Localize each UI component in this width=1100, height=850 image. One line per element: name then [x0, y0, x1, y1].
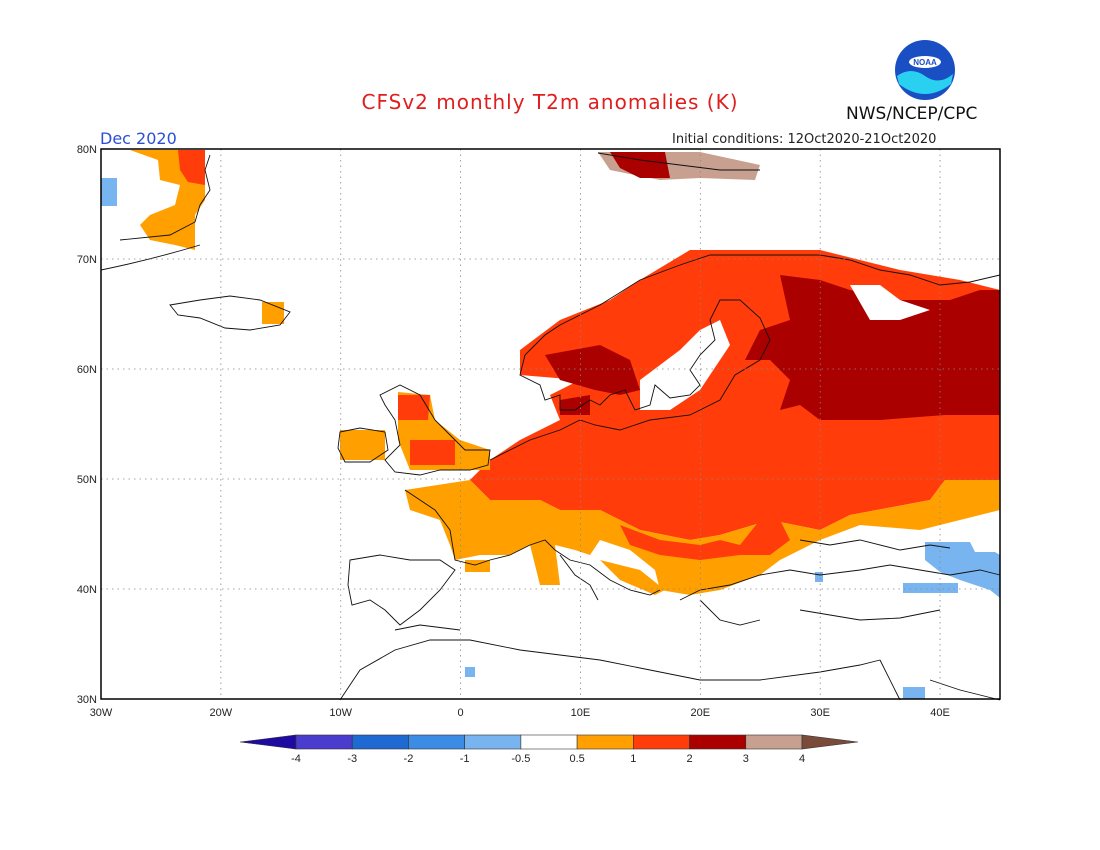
forecast-month-label: Dec 2020 [100, 129, 177, 148]
colorbar-tick-label: 4 [799, 753, 805, 765]
colorbar-tick-label: -1 [460, 753, 470, 765]
noaa-logo-icon: NOAA [895, 40, 955, 100]
longitude-labels: 30W 20W 10W 0 10E 20E 30E 40E [90, 707, 950, 719]
noaa-logo-text: NOAA [913, 58, 937, 67]
colorbar-labels: -4 -3 -2 -1 -0.5 0.5 1 2 3 4 [291, 753, 805, 765]
colorbar-tick-label: -3 [347, 753, 357, 765]
lat-tick-label: 50N [77, 474, 97, 486]
lat-tick-label: 80N [77, 144, 97, 156]
lon-tick-label: 20W [210, 707, 233, 719]
colorbar-segment [295, 734, 353, 750]
initial-conditions-label: Initial conditions: 12Oct2020-21Oct2020 [672, 132, 937, 147]
colorbar-tick-label: -0.5 [511, 753, 530, 765]
map-title: CFSv2 monthly T2m anomalies (K) [361, 90, 739, 114]
lat-tick-label: 60N [77, 364, 97, 376]
colorbar [239, 734, 859, 750]
lon-tick-label: 0 [458, 707, 464, 719]
agency-label: NWS/NCEP/CPC [846, 104, 978, 124]
lon-tick-label: 40E [930, 707, 950, 719]
colorbar-tick-label: 0.5 [569, 753, 584, 765]
colorbar-tick-label: 1 [630, 753, 636, 765]
graticule [101, 149, 1000, 699]
lat-tick-label: 40N [77, 584, 97, 596]
colorbar-segment [408, 734, 465, 750]
anomaly-fill-layer [101, 150, 1000, 699]
lon-tick-label: 20E [691, 707, 711, 719]
lon-tick-label: 30W [90, 707, 113, 719]
colorbar-arrow-high [801, 734, 859, 750]
lon-tick-label: 10W [329, 707, 352, 719]
lat-tick-label: 30N [77, 694, 97, 706]
colorbar-tick-label: -2 [404, 753, 414, 765]
colorbar-segment [520, 734, 578, 750]
lon-tick-label: 30E [810, 707, 830, 719]
colorbar-segment [689, 734, 747, 750]
colorbar-segment [351, 734, 409, 750]
map-frame [100, 148, 1001, 700]
latitude-labels: 30N 40N 50N 60N 70N 80N [77, 144, 97, 706]
colorbar-arrow-low [239, 734, 297, 750]
colorbar-segment [633, 734, 690, 750]
lat-tick-label: 70N [77, 254, 97, 266]
colorbar-segment [464, 734, 522, 750]
colorbar-segment [576, 734, 634, 750]
colorbar-tick-label: 2 [686, 753, 692, 765]
colorbar-tick-label: -4 [291, 753, 301, 765]
coastline-layer [100, 152, 1001, 701]
colorbar-segment [745, 734, 803, 750]
colorbar-tick-label: 3 [743, 753, 749, 765]
lon-tick-label: 10E [571, 707, 591, 719]
